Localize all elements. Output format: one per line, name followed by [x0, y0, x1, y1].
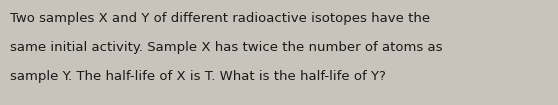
- Text: sample Y. The half-life of X is T. What is the half-life of Y?: sample Y. The half-life of X is T. What …: [10, 70, 386, 83]
- Text: Two samples X and Y of different radioactive isotopes have the: Two samples X and Y of different radioac…: [10, 12, 430, 25]
- Text: same initial activity. Sample X has twice the number of atoms as: same initial activity. Sample X has twic…: [10, 41, 442, 54]
